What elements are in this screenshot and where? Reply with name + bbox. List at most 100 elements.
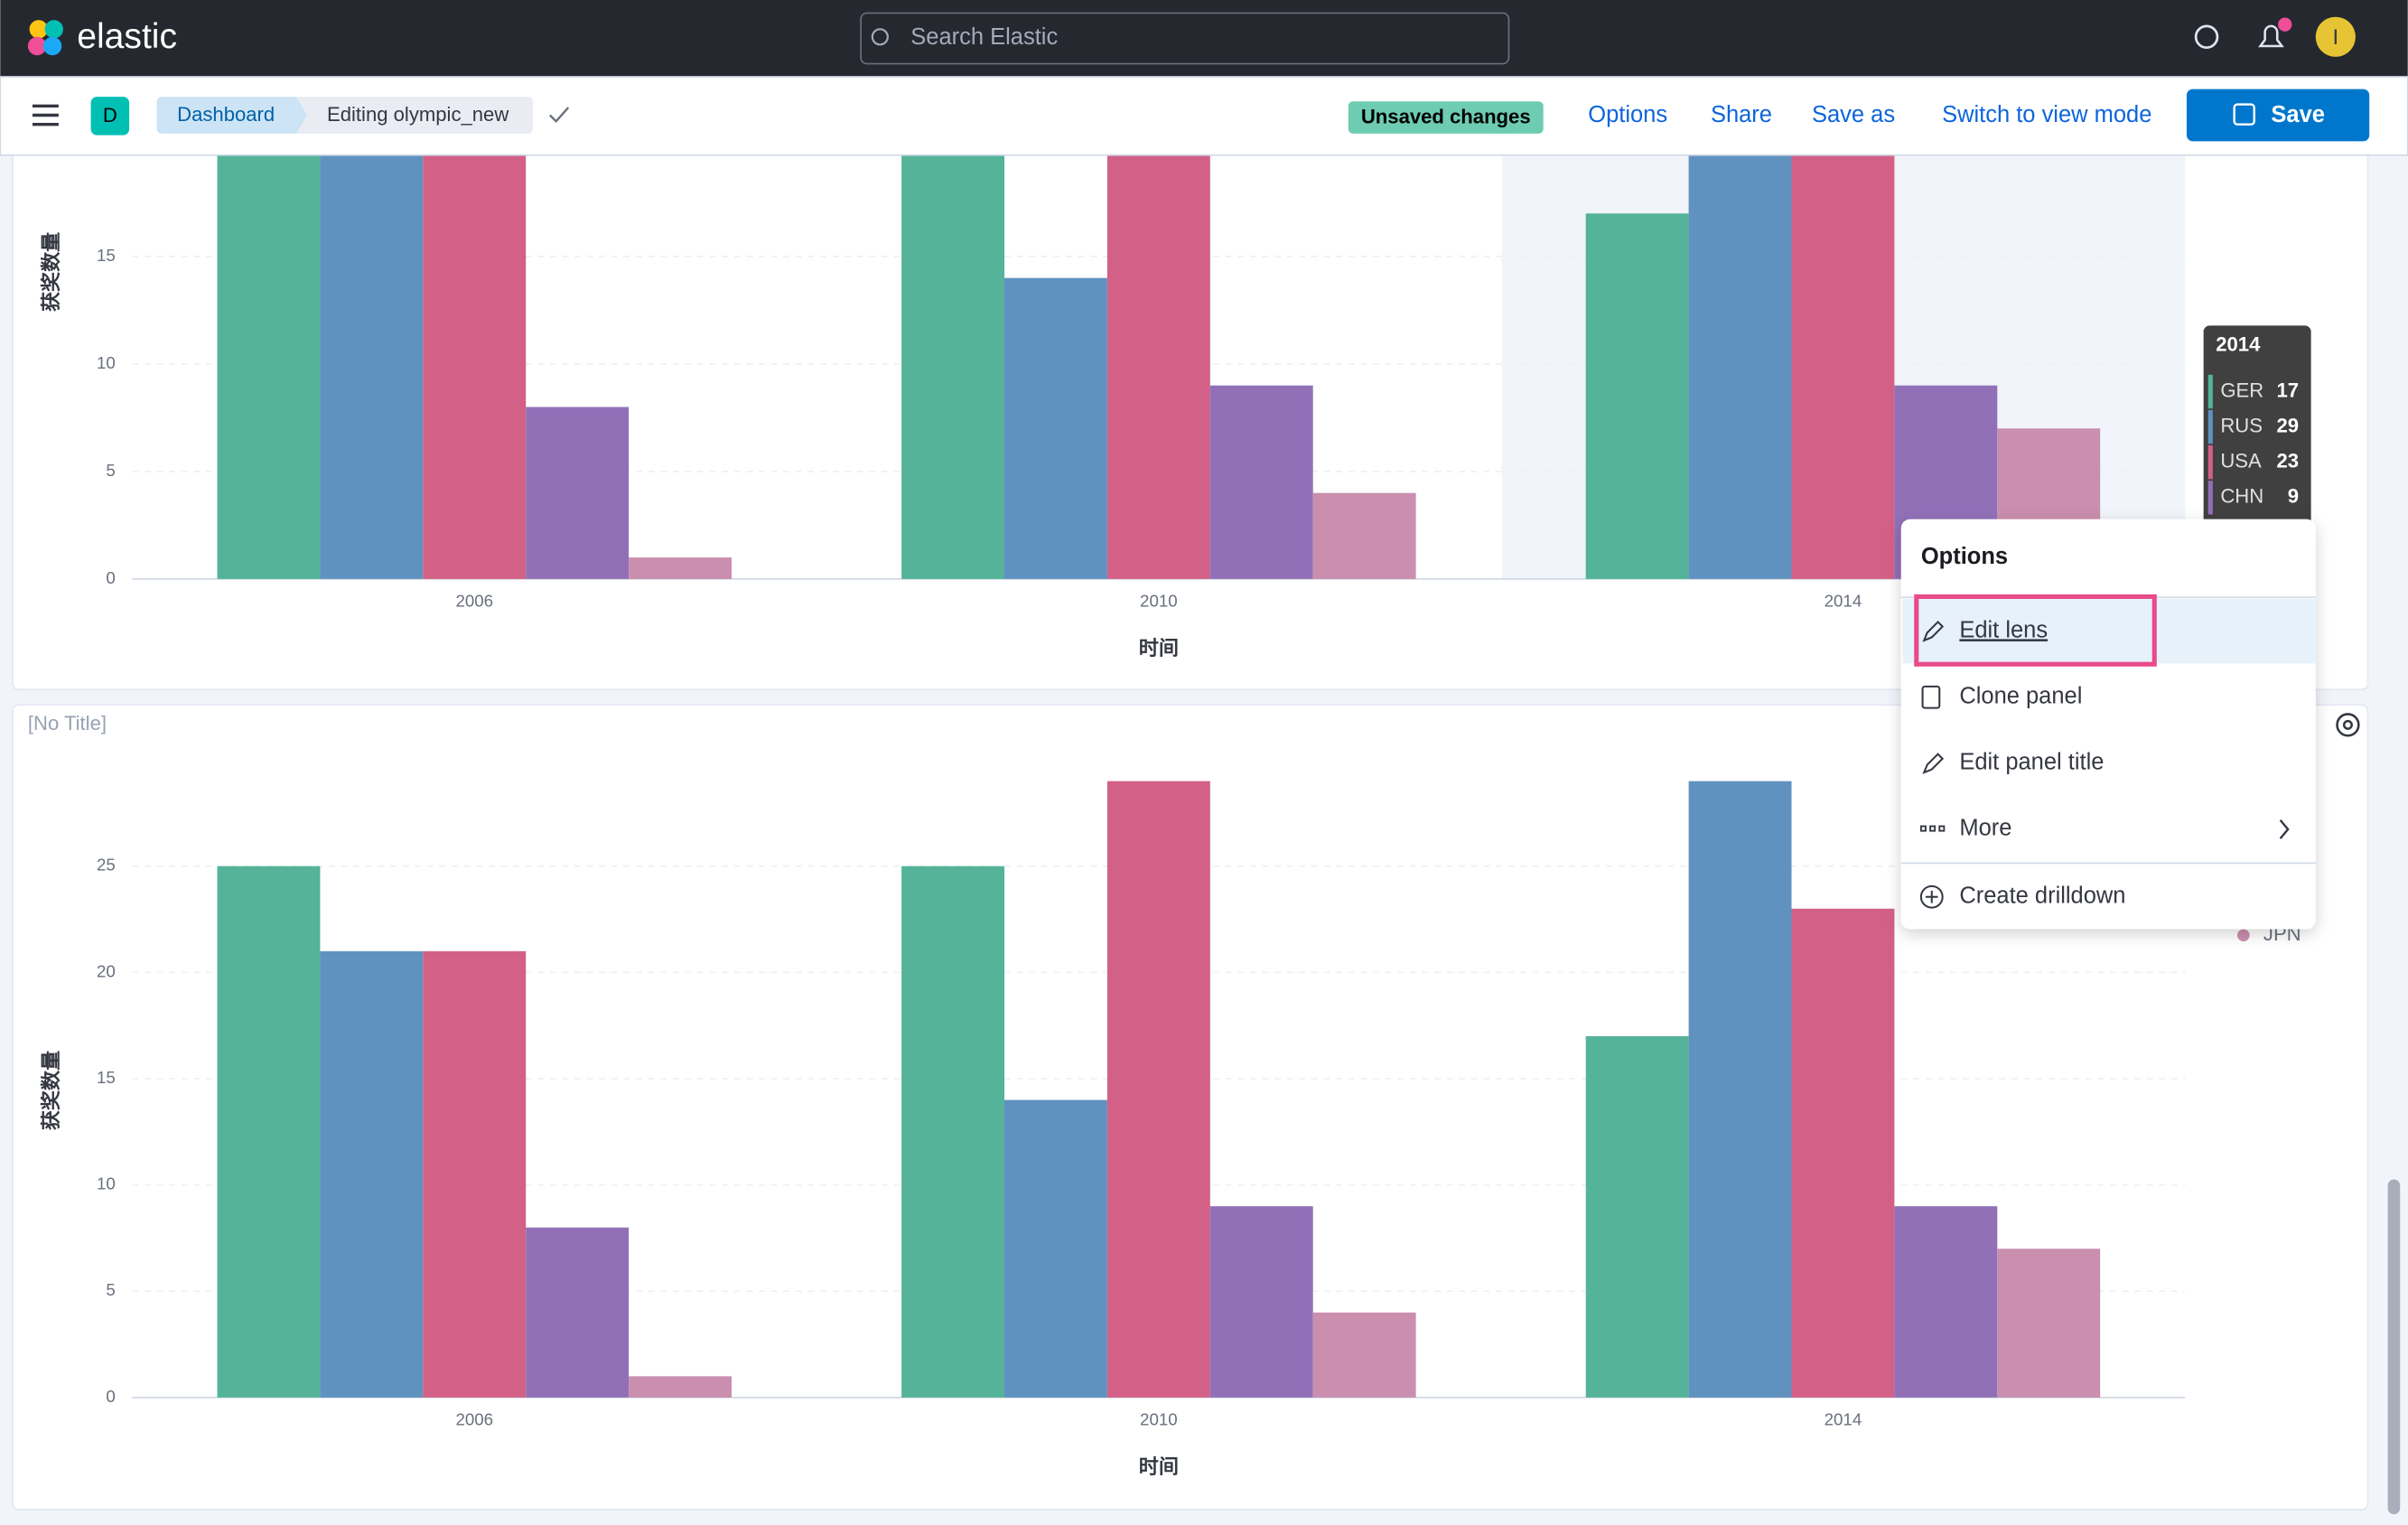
- save-icon: [2233, 103, 2255, 126]
- search-box[interactable]: [860, 12, 1510, 65]
- y-tick-label: 15: [97, 246, 116, 265]
- menu-item-highlight: [1902, 598, 2316, 664]
- tooltip-series: GER: [2220, 379, 2263, 401]
- x-tick-label: 2014: [1825, 591, 1862, 610]
- menu-item[interactable]: Create drilldown: [1959, 883, 2125, 908]
- bar: [217, 154, 321, 579]
- context-menu: Options Edit lens Clone panel Edit panel…: [1900, 519, 2316, 930]
- logo-text: elastic: [77, 17, 177, 56]
- bar: [1209, 1206, 1313, 1398]
- menu-icon: [1919, 825, 1946, 832]
- y-tick-label: 5: [106, 1280, 115, 1299]
- menu-icon: [1919, 884, 1944, 909]
- bar: [1106, 154, 1210, 579]
- x-axis-title: 时间: [1139, 1455, 1179, 1478]
- bar: [423, 950, 527, 1398]
- menu-icon: [1921, 685, 1941, 709]
- menu-panel: [1900, 519, 2316, 930]
- save-label: Save: [2271, 102, 2325, 127]
- submenu-arrow: [2279, 819, 2290, 839]
- bar: [1312, 1312, 1416, 1398]
- x-tick-label: 2014: [1825, 1409, 1862, 1428]
- bar: [1997, 1249, 2101, 1398]
- menu-toggle[interactable]: [32, 104, 59, 126]
- scrollbar-thumb[interactable]: [2387, 1179, 2401, 1515]
- tooltip-value: 17: [2276, 379, 2299, 401]
- bar: [526, 407, 630, 579]
- toolbar-link[interactable]: Save as: [1812, 102, 1895, 127]
- status-badge: [1348, 101, 1544, 134]
- bar: [1004, 277, 1107, 579]
- legend-swatch: [2237, 929, 2250, 942]
- chart-tooltip: 2014 GER 17 RUS 29 USA 23 CHN 9: [2203, 325, 2311, 526]
- bar: [1312, 492, 1416, 579]
- bar: [1209, 385, 1313, 579]
- tooltip-value: 23: [2276, 449, 2299, 472]
- x-tick-label: 2010: [1140, 591, 1178, 610]
- tooltip-swatch: [2207, 481, 2213, 515]
- space-badge[interactable]: [90, 97, 130, 136]
- breadcrumb-pill[interactable]: [156, 97, 308, 134]
- y-tick-label: 10: [97, 353, 116, 372]
- y-axis-title: 获奖数量: [40, 232, 62, 312]
- tooltip-title: 2014: [2216, 332, 2261, 355]
- menu-item[interactable]: More: [1959, 816, 2011, 841]
- chart-bottom: 0510152025200620102014时间获奖数量GERRUSUSACHN…: [40, 778, 2307, 1478]
- avatar[interactable]: [2315, 16, 2356, 57]
- search-placeholder: Search Elastic: [910, 24, 1058, 50]
- bar: [423, 154, 527, 579]
- panel-title: [No Title]: [28, 712, 107, 734]
- breadcrumb[interactable]: Dashboard: [177, 103, 275, 126]
- x-axis-title: 时间: [1139, 637, 1179, 660]
- toolbar-link[interactable]: Switch to view mode: [1942, 102, 2151, 127]
- bar: [1894, 1206, 1998, 1398]
- elastic-logo[interactable]: elastic: [27, 17, 177, 56]
- y-tick-label: 0: [106, 568, 115, 587]
- bar: [1585, 213, 1689, 579]
- bar: [1688, 154, 1792, 579]
- bar: [901, 865, 1005, 1398]
- bar: [901, 154, 1005, 579]
- y-tick-label: 20: [97, 961, 116, 980]
- save-button[interactable]: [2186, 89, 2370, 142]
- search-icon: [871, 28, 889, 46]
- bar: [1004, 1099, 1107, 1398]
- tooltip-value: 9: [2288, 485, 2299, 508]
- status-text: Unsaved changes: [1361, 106, 1531, 128]
- y-tick-label: 20: [97, 138, 116, 157]
- tooltip-swatch: [2207, 374, 2213, 409]
- tooltip-box: [2203, 325, 2311, 526]
- bar: [629, 557, 732, 579]
- bar: [1791, 154, 1895, 579]
- annotation-box: [1914, 594, 2157, 667]
- tooltip-series: CHN: [2220, 485, 2263, 508]
- bar: [320, 950, 424, 1398]
- bar: [1688, 781, 1792, 1398]
- menu-icon: [1922, 753, 1945, 774]
- menu-title: Options: [1921, 544, 2008, 569]
- menu-item[interactable]: Edit panel title: [1959, 750, 2104, 775]
- toolbar-link[interactable]: Share: [1711, 102, 1772, 127]
- y-axis-title: 获奖数量: [40, 1051, 62, 1130]
- menu-item[interactable]: Clone panel: [1959, 683, 2082, 708]
- help-icon[interactable]: [2194, 24, 2219, 50]
- bar: [1106, 781, 1210, 1398]
- chart-top: 0510152025200620102014时间获奖数量GERRUSUSACHN…: [40, 138, 2186, 660]
- space-initial: D: [103, 104, 117, 126]
- tooltip-value: 29: [2276, 414, 2299, 436]
- saved-check: [549, 107, 570, 124]
- bar: [1791, 908, 1895, 1398]
- bar: [320, 154, 424, 579]
- toolbar-link[interactable]: Options: [1588, 102, 1667, 127]
- news-dot: [2278, 17, 2292, 32]
- tooltip-swatch: [2207, 444, 2213, 480]
- menu-item[interactable]: Edit lens: [1959, 617, 2048, 642]
- news-icon[interactable]: [2257, 24, 2284, 48]
- breadcrumb: Editing olympic_new: [327, 103, 509, 126]
- tooltip-swatch: [2207, 409, 2213, 444]
- panel-gear[interactable]: [2336, 713, 2360, 737]
- tooltip-series: RUS: [2220, 414, 2263, 436]
- y-tick-label: 25: [97, 856, 116, 875]
